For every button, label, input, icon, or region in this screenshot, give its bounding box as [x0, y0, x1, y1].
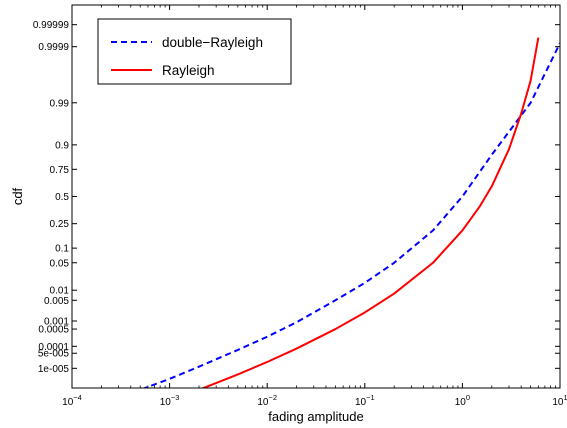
x-axis-label: fading amplitude — [268, 409, 363, 424]
tick-labels: 10−4 10−3 10−2 10−1 100 101 0.99999 0.9999 0.99 0… — [33, 20, 567, 408]
series-line-rayleigh — [200, 37, 540, 388]
x-tick-label: 10−1 — [355, 393, 375, 408]
series-line-double-rayleigh — [142, 42, 560, 388]
y-tick-label: 0.0001 — [38, 342, 69, 353]
y-tick-label: 0.99999 — [33, 20, 70, 31]
y-tick-label: 0.25 — [50, 219, 70, 230]
x-tick-label: 10−4 — [62, 393, 82, 408]
axis-ticks — [71, 5, 561, 388]
y-tick-label: 1e-005 — [38, 364, 70, 375]
y-axis-label: cdf — [10, 187, 25, 205]
x-tick-label: 101 — [552, 393, 567, 408]
y-tick-label: 0.0005 — [38, 325, 69, 336]
y-tick-label: 5e-005 — [38, 349, 70, 360]
plot-frame — [71, 4, 561, 389]
y-tick-label: 0.9999 — [38, 42, 69, 53]
series-lines — [142, 37, 560, 388]
legend-label: Rayleigh — [162, 63, 215, 78]
y-tick-label: 0.5 — [55, 192, 69, 203]
legend-box — [97, 18, 292, 85]
x-tick-label: 10−3 — [160, 393, 180, 408]
y-tick-label: 0.001 — [44, 316, 69, 327]
y-tick-label: 0.01 — [50, 286, 70, 297]
y-tick-label: 0.05 — [50, 258, 70, 269]
legend-label: double−Rayleigh — [162, 35, 263, 50]
x-tick-label: 100 — [455, 393, 470, 408]
legend: double−Rayleigh Rayleigh — [97, 18, 292, 85]
y-tick-label: 0.9 — [55, 140, 69, 151]
y-tick-label: 0.99 — [50, 98, 70, 109]
y-tick-label: 0.75 — [50, 165, 70, 176]
x-tick-label: 10−2 — [257, 393, 277, 408]
y-tick-label: 0.1 — [55, 244, 69, 255]
y-tick-label: 0.005 — [44, 296, 69, 307]
